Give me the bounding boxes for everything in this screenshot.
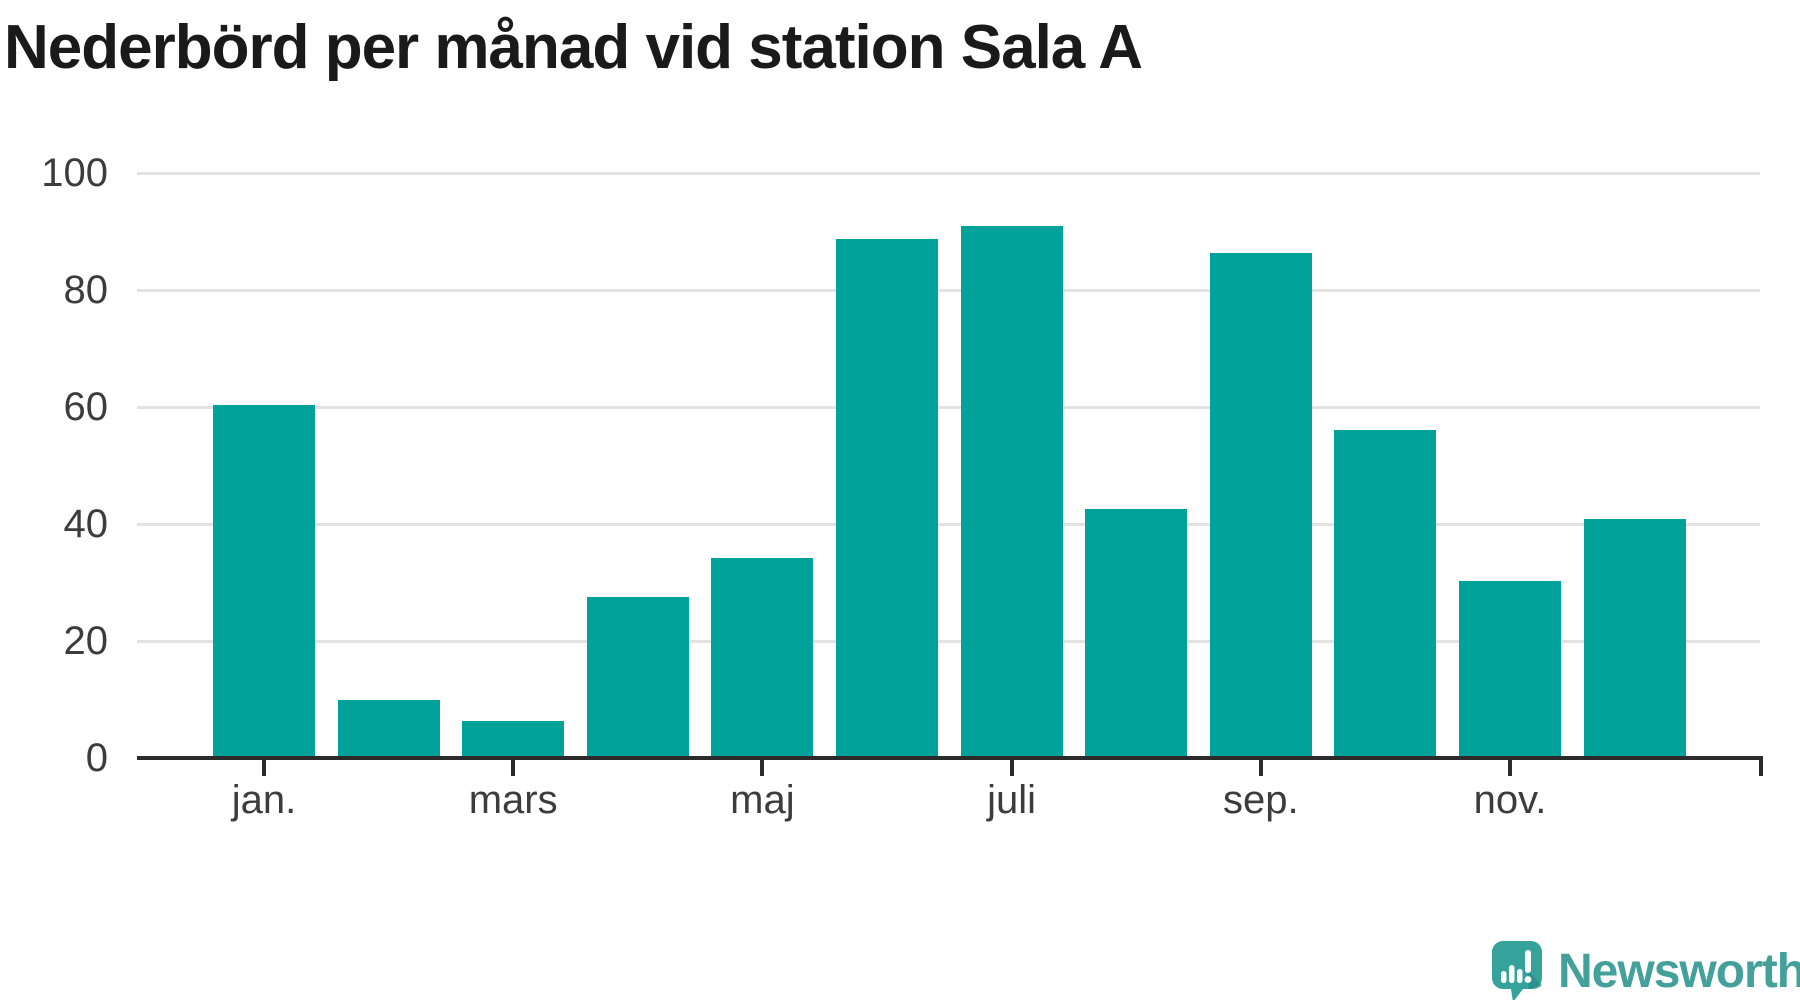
chart-title: Nederbörd per månad vid station Sala A bbox=[4, 13, 1143, 82]
newsworthy-wordmark: Newsworthy bbox=[1558, 945, 1800, 998]
x-tick-nov bbox=[1508, 760, 1512, 776]
bar-apr bbox=[586, 596, 689, 758]
gridline-20 bbox=[137, 639, 1760, 643]
bar-juli bbox=[960, 225, 1063, 758]
bar-mars bbox=[462, 721, 565, 758]
bar-maj bbox=[711, 557, 814, 758]
newsworthy-branding: Newsworthy bbox=[1492, 941, 1800, 1000]
exclamation-dot bbox=[1524, 976, 1532, 983]
x-axis-label-mars: mars bbox=[468, 778, 558, 822]
y-axis-label-20: 20 bbox=[63, 619, 109, 663]
mini-bar-2 bbox=[1509, 965, 1515, 983]
exclamation-bar bbox=[1525, 950, 1531, 973]
bubble-inner-shadow bbox=[1528, 971, 1542, 989]
gridline-80 bbox=[137, 288, 1760, 292]
bar-jan bbox=[213, 405, 315, 758]
x-axis-label-sep: sep. bbox=[1222, 778, 1299, 822]
x-tick-jan bbox=[262, 760, 266, 776]
y-axis-label-80: 80 bbox=[63, 268, 109, 312]
x-tick-sep bbox=[1258, 760, 1263, 776]
y-axis-label-0: 0 bbox=[85, 736, 108, 780]
bar-feb bbox=[337, 699, 440, 758]
x-axis-label-juli: juli bbox=[987, 778, 1037, 822]
gridline-60 bbox=[137, 405, 1760, 409]
y-axis-label-40: 40 bbox=[63, 502, 109, 546]
mini-bar-1 bbox=[1501, 971, 1507, 983]
newsworthy-logo-icon bbox=[1492, 941, 1542, 1000]
y-axis-label-100: 100 bbox=[41, 151, 108, 195]
x-axis-line bbox=[137, 756, 1763, 760]
gridline-40 bbox=[137, 522, 1760, 526]
speech-bubble-shape bbox=[1492, 941, 1542, 1000]
bar-dec bbox=[1583, 518, 1686, 758]
x-axis-label-nov: nov. bbox=[1473, 778, 1547, 822]
x-axis-label-jan: jan. bbox=[231, 778, 297, 822]
x-tick-mars bbox=[511, 760, 516, 776]
gridline-100 bbox=[137, 171, 1760, 175]
x-axis-end-tick bbox=[1759, 760, 1763, 776]
bar-juni bbox=[836, 238, 938, 758]
x-axis-label-maj: maj bbox=[730, 778, 795, 822]
mini-bar-3 bbox=[1517, 969, 1523, 983]
bar-aug bbox=[1085, 508, 1188, 758]
bar-nov bbox=[1459, 580, 1561, 758]
bar-sep bbox=[1209, 253, 1312, 758]
bar-okt bbox=[1334, 429, 1437, 758]
y-axis-label-60: 60 bbox=[63, 385, 109, 429]
x-tick-juli bbox=[1009, 760, 1014, 776]
x-tick-maj bbox=[760, 760, 765, 776]
